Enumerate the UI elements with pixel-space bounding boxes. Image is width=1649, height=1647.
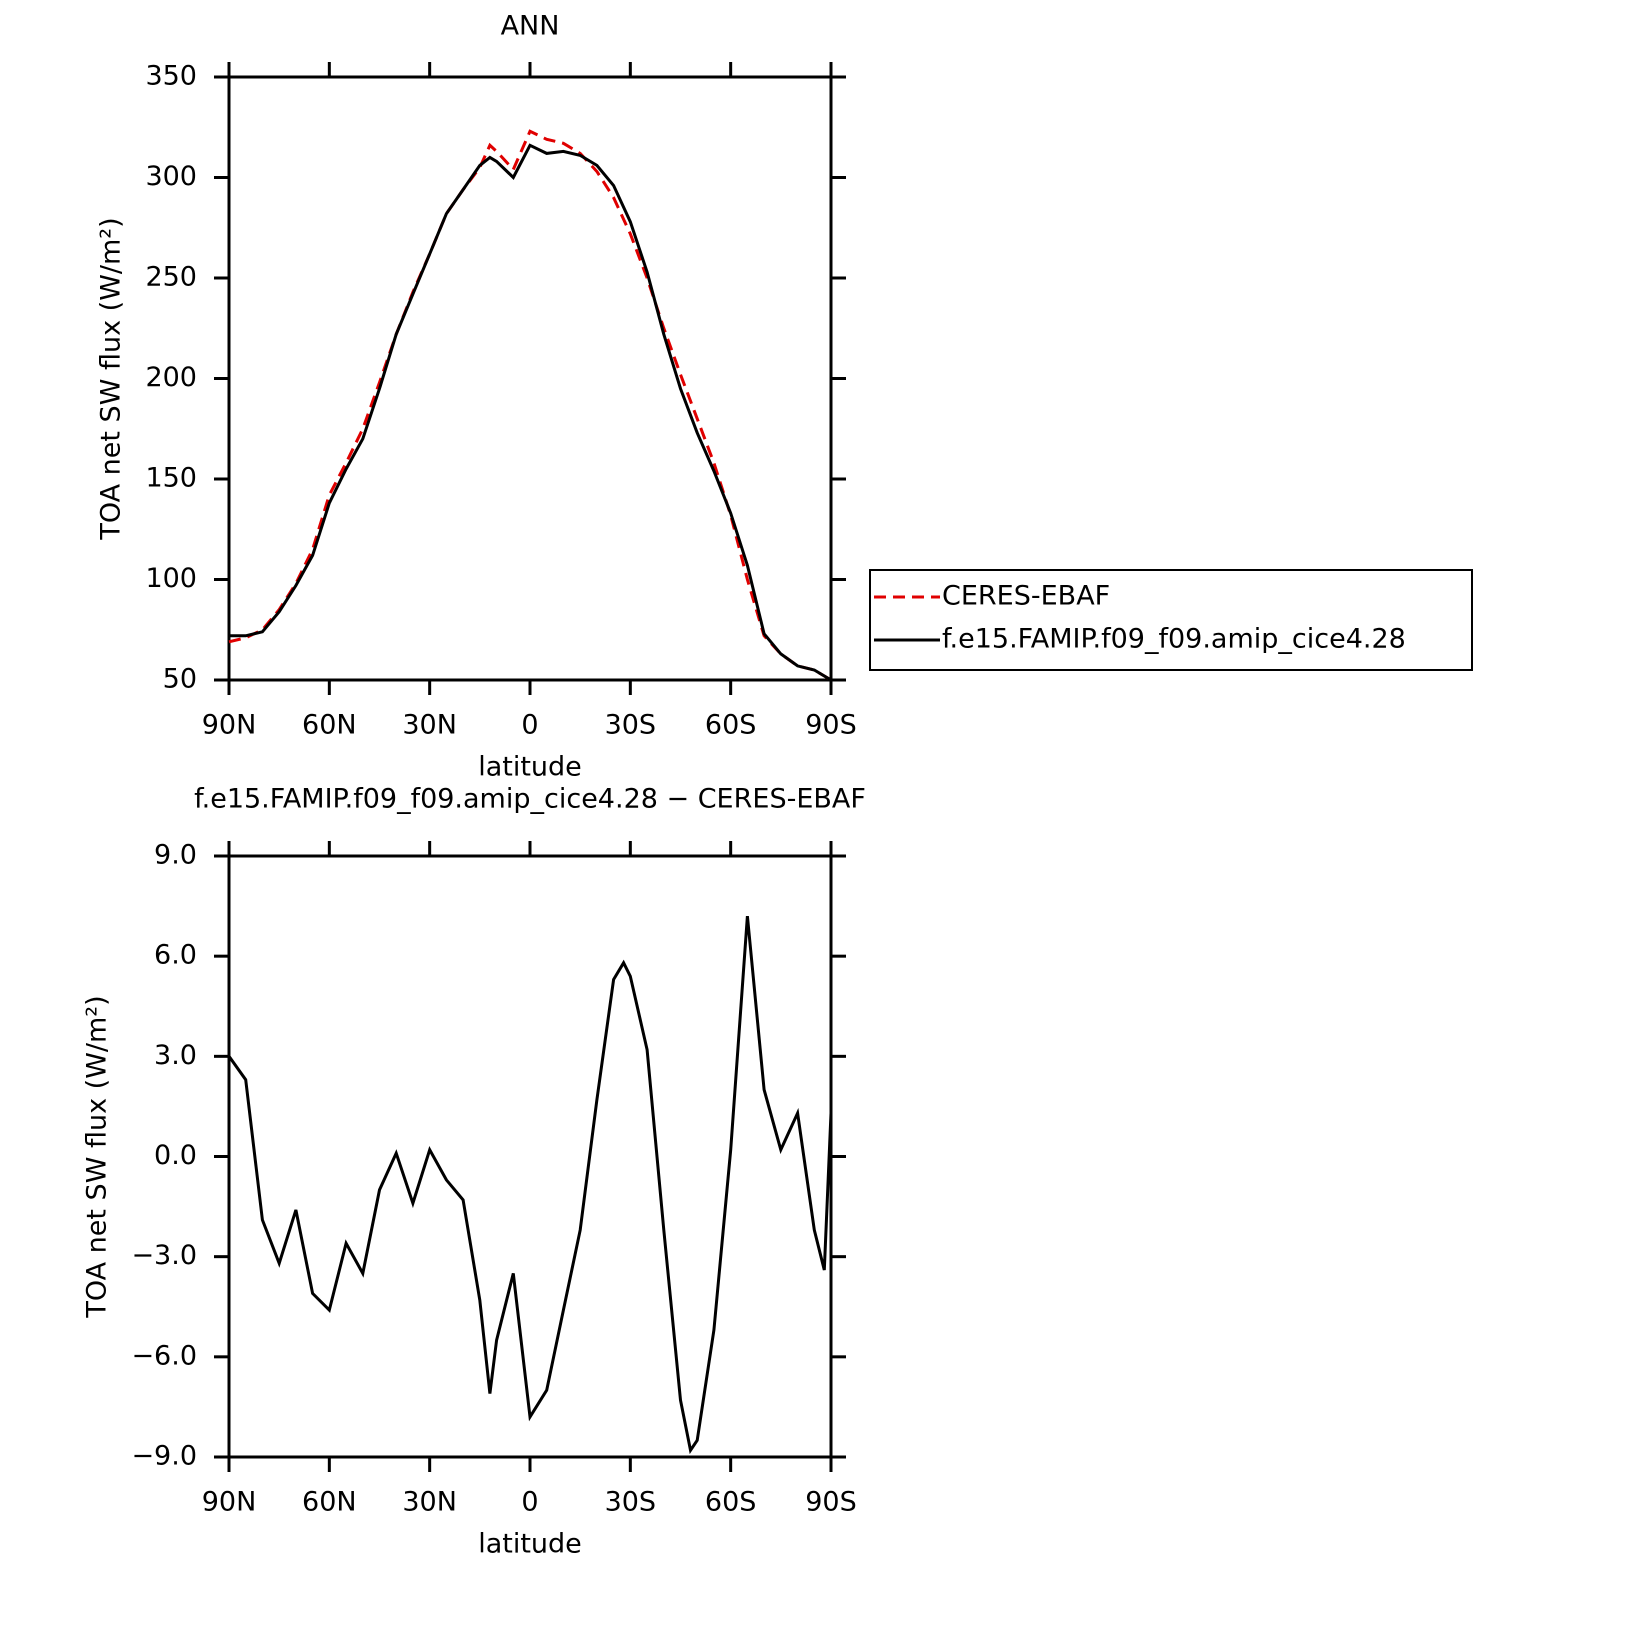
- x-tick-label: 90S: [805, 1487, 857, 1518]
- x-tick-label: 30S: [605, 1487, 657, 1518]
- x-tick-label: 60S: [705, 710, 757, 741]
- y-tick-label: 9.0: [154, 840, 197, 871]
- y-tick-label: 3.0: [154, 1040, 197, 1071]
- x-tick-label: 30N: [402, 1487, 457, 1518]
- data-line: [229, 143, 832, 682]
- y-tick-label: 6.0: [154, 940, 197, 971]
- x-tick-label: 90N: [202, 710, 257, 741]
- plot-frame: [227, 75, 833, 682]
- x-tick-label: 0: [521, 1487, 538, 1518]
- x-tick-label: 30S: [605, 710, 657, 741]
- y-tick-label: 350: [145, 61, 197, 92]
- y-tick-label: 0.0: [154, 1140, 197, 1171]
- y-tick-label: 100: [145, 563, 197, 594]
- plot-frame: [227, 854, 833, 1459]
- y-axis-label: TOA net SW flux (W/m²): [96, 217, 127, 540]
- y-axis-label: TOA net SW flux (W/m²): [82, 995, 113, 1318]
- x-tick-label: 60N: [302, 710, 357, 741]
- x-tick-label: 90N: [202, 1487, 257, 1518]
- chart-title: f.e15.FAMIP.f09_f09.amip_cice4.28 − CERE…: [194, 784, 866, 815]
- x-tick-label: 0: [521, 710, 538, 741]
- x-tick-label: 60N: [302, 1487, 357, 1518]
- y-tick-label: 250: [145, 262, 197, 293]
- y-tick-label: 150: [145, 463, 197, 494]
- x-tick-label: 60S: [705, 1487, 757, 1518]
- data-line: [228, 129, 832, 682]
- y-tick-label: −3.0: [131, 1240, 197, 1271]
- y-tick-label: 200: [145, 362, 197, 393]
- legend-label: f.e15.FAMIP.f09_f09.amip_cice4.28: [942, 624, 1406, 655]
- legend-label: CERES-EBAF: [942, 581, 1110, 612]
- x-tick-label: 30N: [402, 710, 457, 741]
- y-tick-label: −6.0: [131, 1340, 197, 1371]
- y-tick-label: 50: [163, 664, 197, 695]
- chart-title: ANN: [501, 11, 560, 42]
- x-axis-label: latitude: [478, 752, 582, 783]
- y-tick-label: 300: [145, 161, 197, 192]
- y-tick-label: −9.0: [131, 1441, 197, 1472]
- data-line: [227, 915, 833, 1455]
- legend-box: [869, 569, 1473, 671]
- x-axis-label: latitude: [478, 1529, 582, 1560]
- x-tick-label: 90S: [805, 710, 857, 741]
